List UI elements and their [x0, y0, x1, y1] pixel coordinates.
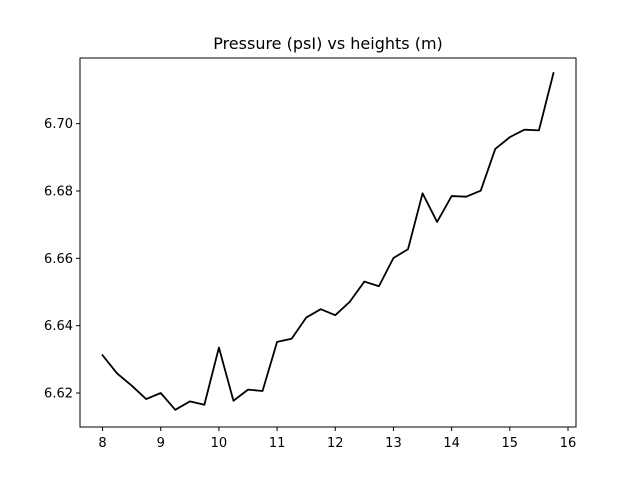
x-tick-label: 14: [443, 436, 460, 451]
x-tick-label: 12: [327, 436, 344, 451]
y-tick-label: 6.66: [44, 252, 73, 267]
y-tick-label: 6.70: [44, 117, 73, 132]
chart-title: Pressure (psI) vs heights (m): [213, 34, 443, 53]
x-tick-label: 16: [560, 436, 577, 451]
plot-layer: [101, 72, 555, 411]
axes-layer: 8 9 10 11 12 13 14 15 16 6.62 6.64 6.66 6.68 6.70: [44, 57, 577, 451]
x-tick-label: 11: [269, 436, 286, 451]
x-tick-label: 15: [502, 436, 519, 451]
y-tick-label: 6.64: [44, 319, 73, 334]
x-tick-label: 8: [98, 436, 106, 451]
x-tick-label: 13: [385, 436, 402, 451]
axes-frame: [79, 57, 577, 428]
x-tick-label: 10: [211, 436, 228, 451]
y-tick-label: 6.68: [44, 184, 73, 199]
y-tick-label: 6.62: [44, 386, 73, 401]
x-tick-label: 9: [157, 436, 165, 451]
series-line-0: [101, 72, 555, 411]
